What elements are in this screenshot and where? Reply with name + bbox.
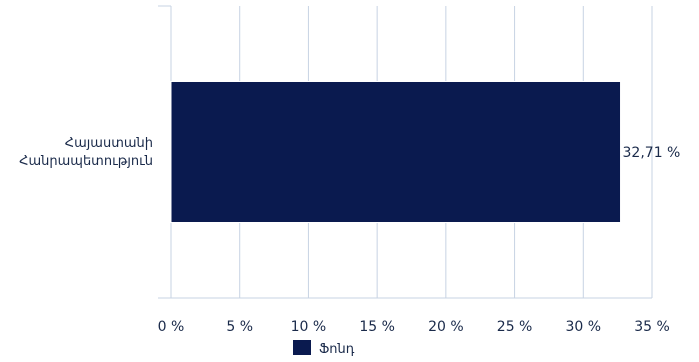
- legend-label: Ֆոնդ: [319, 342, 355, 357]
- x-tick-label: 35 %: [634, 319, 670, 335]
- category-label: Հայաստանի Հանրապետություն: [19, 136, 153, 169]
- x-tick-label: 10 %: [291, 319, 327, 335]
- data-label: 32,71 %: [623, 145, 681, 161]
- legend-swatch: [293, 340, 311, 355]
- bars: [170, 81, 622, 223]
- x-tick-label: 20 %: [428, 319, 464, 335]
- legend: Ֆոնդ: [293, 340, 355, 357]
- x-tick-label: 15 %: [359, 319, 395, 335]
- x-tick-label: 30 %: [565, 319, 601, 335]
- labels: 0 % 5 % 10 % 15 % 20 % 25 % 30 % 35 % 32,71 % Հայ…: [19, 136, 680, 335]
- x-tick-label: 0 %: [158, 319, 185, 335]
- x-tick-label: 5 %: [226, 319, 253, 335]
- x-tick-label: 25 %: [497, 319, 533, 335]
- bar: [170, 81, 622, 223]
